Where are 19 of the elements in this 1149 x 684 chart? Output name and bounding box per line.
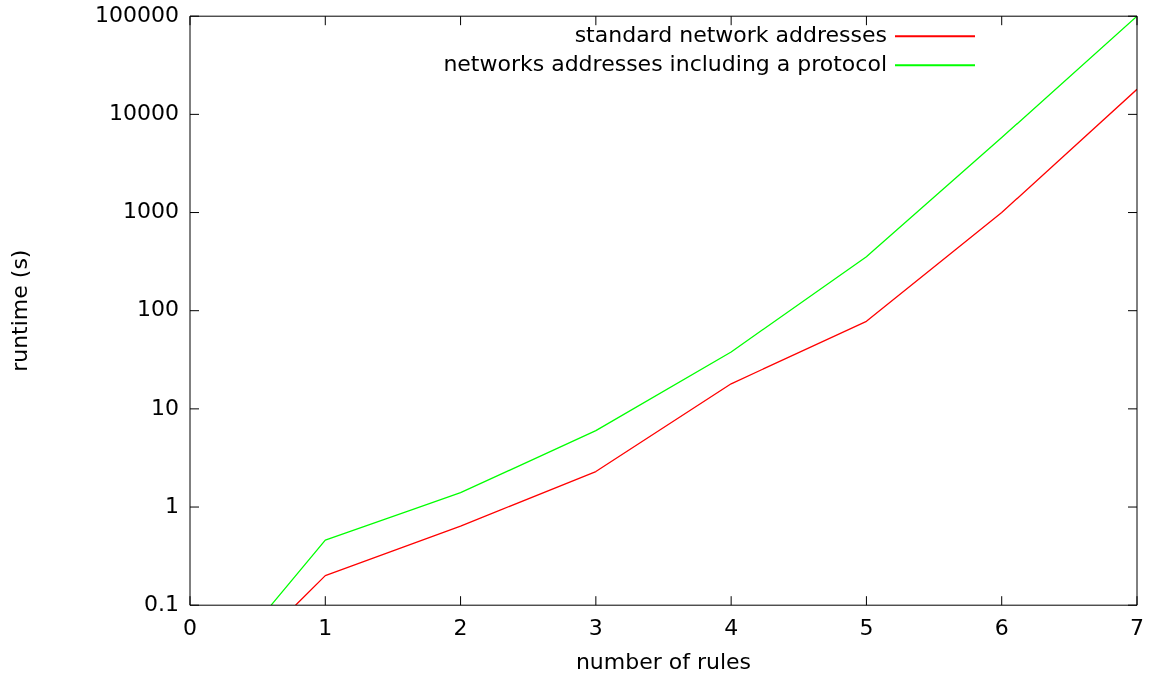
y-tick-label: 100000 [95,1,179,27]
x-tick-label: 0 [183,615,197,641]
x-tick-label: 1 [318,615,333,641]
x-tick-label: 6 [994,615,1009,641]
y-tick-label: 100 [137,296,179,322]
legend-label: networks addresses including a protocol [443,50,887,76]
y-tick-label: 10000 [109,100,179,126]
y-tick-label: 1000 [123,198,179,224]
x-tick-label: 7 [1130,615,1144,641]
y-tick-label: 0.1 [144,590,179,616]
y-tick-label: 1 [165,492,179,518]
legend-label: standard network addresses [574,21,887,47]
y-tick-label: 10 [151,394,179,420]
x-tick-label: 4 [724,615,739,641]
x-axis-title: number of rules [575,648,752,674]
x-tick-label: 2 [453,615,468,641]
x-tick-label: 3 [588,615,603,641]
y-axis-title: runtime (s) [6,249,32,372]
x-tick-label: 5 [859,615,874,641]
